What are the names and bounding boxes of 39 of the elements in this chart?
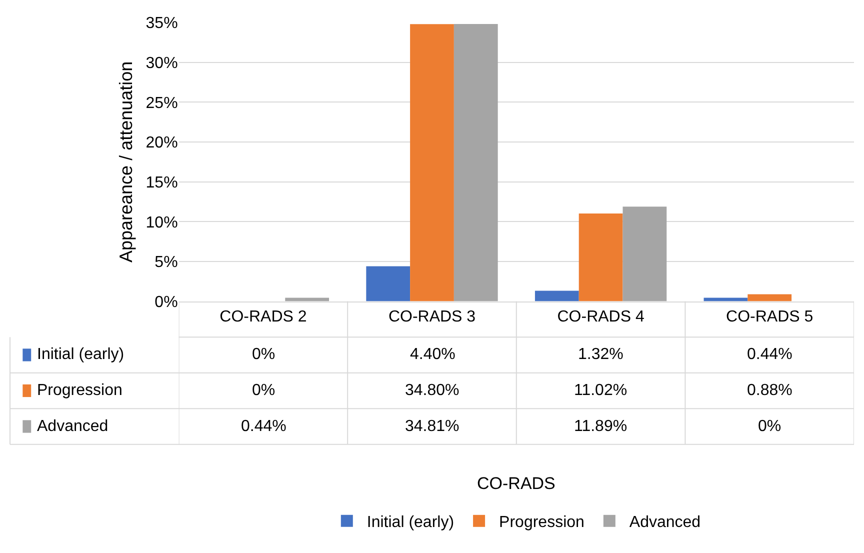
y-tick-label: 0% — [154, 294, 178, 311]
data-label: 0% — [758, 418, 782, 435]
y-tick-label: 15% — [146, 174, 178, 192]
text: Advanced — [629, 514, 701, 532]
data-label: 1.32% — [578, 346, 624, 363]
legend-label: Advanced — [37, 418, 108, 435]
data-label: 11.02% — [574, 382, 628, 399]
text: Initial (early) — [37, 346, 124, 363]
bar — [366, 266, 410, 302]
data-label: 34.81% — [405, 418, 460, 435]
data-label: 4.40% — [410, 346, 456, 363]
data-label: 0% — [252, 382, 276, 399]
data-label: 0% — [252, 346, 276, 363]
data-label: 34.80% — [405, 382, 460, 399]
y-tick-label: 5% — [154, 254, 178, 272]
x-tick-label: CO-RADS 4 — [557, 308, 644, 326]
data-label: 0.44% — [747, 346, 792, 363]
data-label: 0.44% — [241, 418, 286, 435]
data-label: 0.88% — [747, 382, 792, 399]
y-axis-title: Appareance / attenuation — [116, 61, 136, 262]
x-tick-label: CO-RADS 5 — [726, 308, 814, 326]
bar — [454, 24, 498, 302]
y-tick-label: 35% — [146, 15, 178, 32]
bar — [748, 294, 792, 302]
legend-label: Initial (early) — [366, 514, 454, 532]
x-tick-label: CO-RADS 3 — [388, 308, 476, 326]
bar — [578, 214, 623, 302]
legend-label: Progression — [499, 514, 584, 532]
y-tick-label: 25% — [146, 94, 178, 112]
y-tick-label: 30% — [146, 54, 178, 72]
data-label: 11.89% — [574, 418, 628, 435]
y-tick-label: 10% — [146, 214, 178, 232]
text: Progression — [37, 382, 122, 399]
bar — [410, 24, 454, 302]
bar — [622, 206, 667, 302]
bar — [534, 290, 579, 302]
x-tick-label: CO-RADS 2 — [220, 308, 307, 326]
y-tick-label: 20% — [146, 134, 178, 152]
text: CO-RADS — [477, 474, 556, 493]
